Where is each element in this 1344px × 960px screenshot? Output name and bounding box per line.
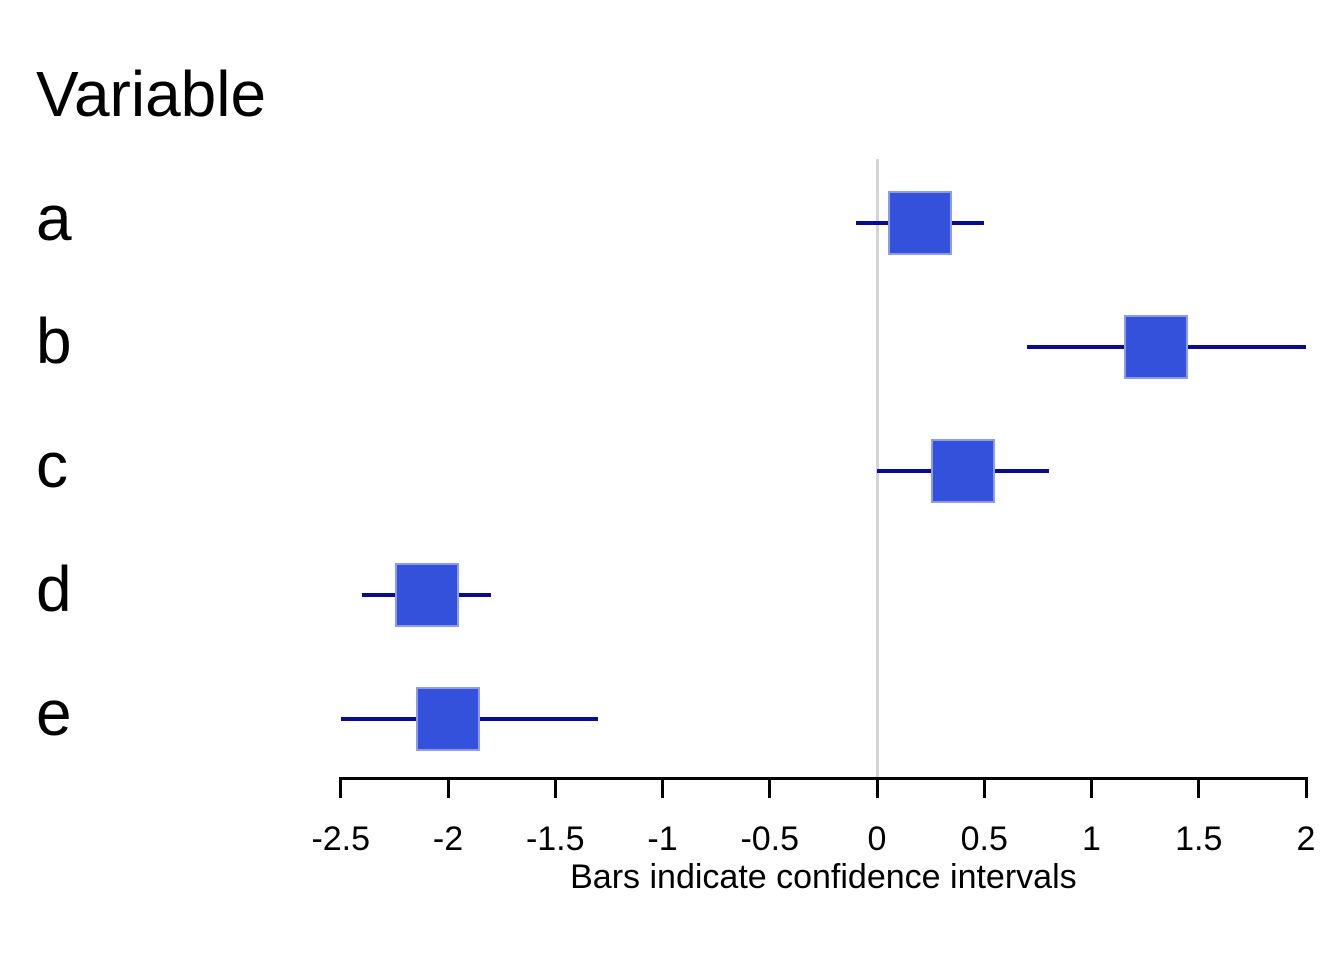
x-tick (875, 780, 879, 798)
x-axis-label: Bars indicate confidence intervals (570, 858, 1077, 896)
x-tick-label: 0 (867, 820, 887, 858)
chart-title: Variable (36, 58, 267, 130)
row-label: c (36, 429, 68, 502)
x-tick (1090, 780, 1093, 798)
x-tick (553, 780, 557, 798)
x-tick (446, 780, 450, 798)
x-tick-label: -0.5 (740, 820, 800, 858)
estimate-marker (930, 438, 995, 503)
x-tick-label: 1 (1082, 820, 1101, 858)
x-tick-label: -2.5 (311, 820, 371, 858)
x-tick (768, 780, 772, 798)
x-tick (1197, 780, 1201, 798)
row-label: d (36, 553, 72, 626)
x-tick (1304, 780, 1308, 798)
row-label: a (36, 181, 72, 254)
x-tick (982, 780, 986, 798)
row-label: e (36, 677, 72, 749)
x-tick-label: -1.5 (525, 820, 585, 858)
x-tick (339, 780, 343, 798)
x-tick-label: 1.5 (1175, 820, 1223, 858)
row-label: b (36, 305, 72, 378)
x-tick-label: -2 (432, 820, 464, 858)
x-axis-line (339, 777, 1308, 780)
x-tick (661, 780, 664, 798)
estimate-marker (1123, 314, 1188, 379)
estimate-marker (416, 686, 480, 751)
x-tick-label: 2 (1296, 820, 1316, 858)
x-tick-label: 0.5 (960, 820, 1008, 858)
estimate-marker (394, 562, 459, 627)
x-tick-label: -1 (647, 820, 678, 858)
zero-reference-line (875, 159, 879, 777)
estimate-marker (887, 191, 952, 255)
